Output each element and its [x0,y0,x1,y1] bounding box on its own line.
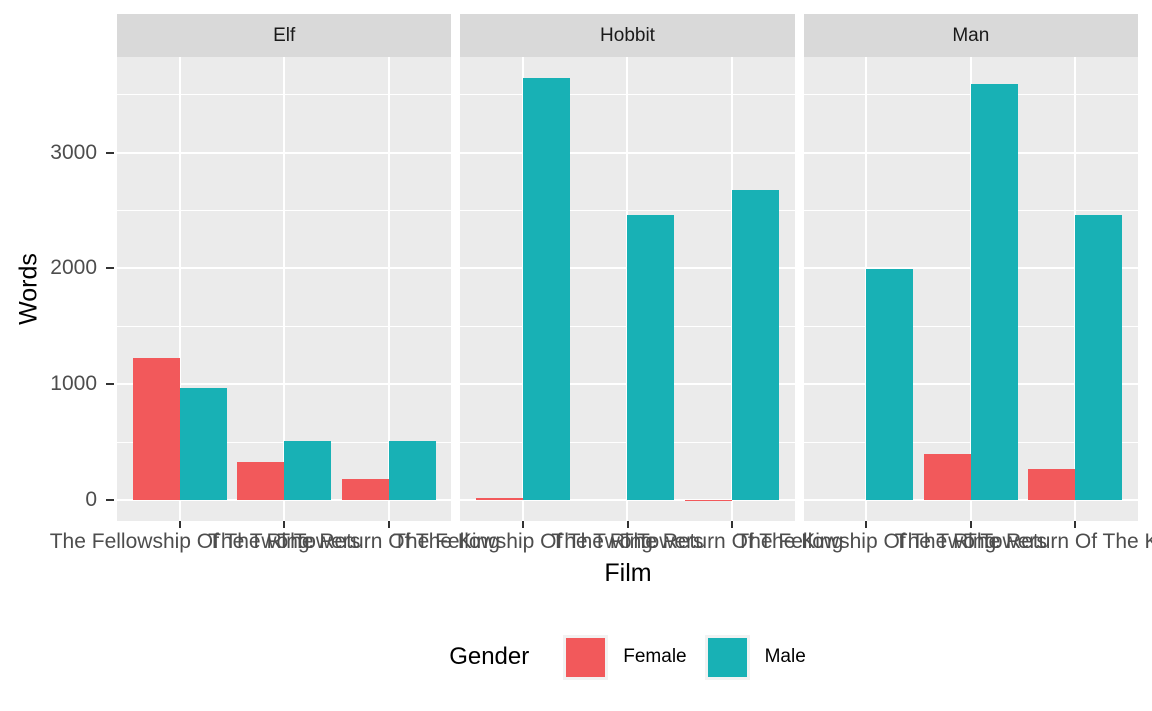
x-tick-mark [283,521,286,528]
facet-strip-label: Man [952,24,990,46]
bar-hobbit-1-female [476,498,524,500]
bar-man-2-female [923,453,971,500]
bar-elf-3-female [341,478,389,500]
legend: Gender Female Male [117,634,1138,680]
y-tick-label: 0 [85,487,97,511]
bar-man-3-male [1075,215,1123,500]
x-tick-label: The Fellowship Of The Ring [736,530,997,553]
y-tick-mark [106,151,114,154]
legend-swatch-female [563,634,609,680]
y-tick-mark [106,383,114,386]
x-tick-label: The Fellowship Of The Ring [393,530,653,553]
x-tick-mark [626,521,629,528]
x-tick-mark [865,521,868,528]
legend-swatch-male [704,634,750,680]
bar-elf-2-male [284,440,332,500]
facet-panel-hobbit [460,57,795,521]
bar-elf-1-male [179,387,227,500]
facet-strip-label: Hobbit [600,24,655,46]
bar-hobbit-2-male [627,214,675,500]
x-tick-mark [969,521,972,528]
x-tick-mark [387,521,390,528]
bar-man-3-female [1028,468,1076,500]
legend-items: Female Male [545,634,806,680]
bar-hobbit-1-male [523,78,571,500]
x-tick-label: The Return Of The King [620,530,844,553]
major-gridline-vertical [178,57,181,521]
y-tick-mark [106,267,114,270]
facet-column-elf: Elf [117,14,452,521]
bar-elf-1-female [132,357,180,500]
facet-strip-elf: Elf [117,14,452,57]
legend-title: Gender [449,643,530,670]
legend-item-male: Male [704,634,806,680]
legend-label-female: Female [623,646,687,667]
y-tick-label: 3000 [50,140,97,164]
bar-elf-2-female [237,461,285,500]
bar-man-1-male [866,268,914,500]
legend-item-female: Female [563,634,687,680]
x-tick-mark [522,521,525,528]
y-tick-mark [106,498,114,501]
facet-strip-label: Elf [273,24,296,46]
y-tick-label: 2000 [50,256,97,280]
major-gridline-vertical [387,57,390,521]
major-gridline-vertical [283,57,286,521]
facet-strip-hobbit: Hobbit [460,14,795,57]
legend-label-male: Male [764,646,806,667]
x-tick-label: The Return Of The King [277,530,500,553]
x-tick-label: The Return Of The King [964,530,1152,553]
x-tick-label: The Two Towers [894,530,1047,553]
x-tick-mark [178,521,181,528]
bar-elf-3-male [388,440,436,500]
bar-hobbit-3-male [731,190,779,500]
x-axis-title: Film [604,559,652,587]
facet-column-hobbit: Hobbit [460,14,795,521]
facet-panel-man [803,57,1138,521]
facet-panel-elf [117,57,452,521]
x-tick-label: The Two Towers [208,530,361,553]
facet-column-man: Man [803,14,1138,521]
x-tick-mark [1074,521,1077,528]
x-tick-label: The Two Towers [551,530,704,553]
x-tick-label: The Fellowship Of The Ring [49,530,310,553]
y-tick-label: 1000 [50,372,97,396]
facet-strip-man: Man [803,14,1138,57]
x-tick-mark [730,521,733,528]
bar-man-2-male [970,84,1018,500]
